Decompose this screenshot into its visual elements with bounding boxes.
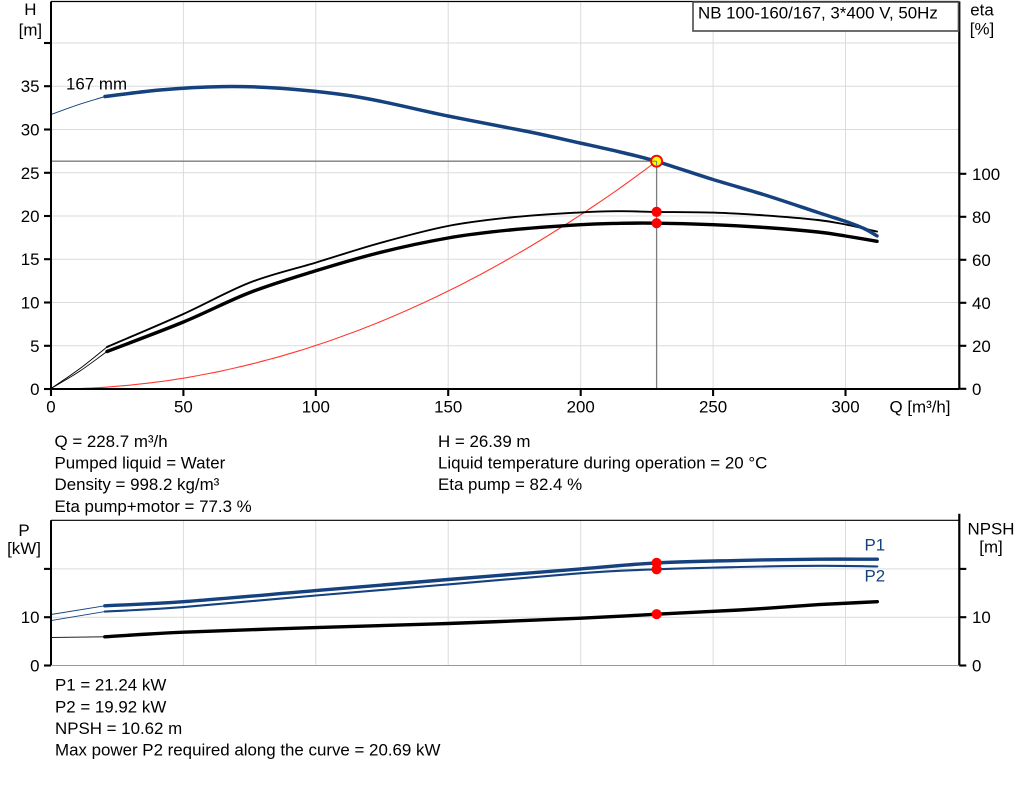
svg-text:eta: eta (970, 1, 994, 20)
svg-text:35: 35 (21, 77, 40, 96)
svg-text:Pumped liquid = Water: Pumped liquid = Water (55, 454, 226, 473)
svg-text:10: 10 (21, 608, 40, 627)
svg-text:25: 25 (21, 164, 40, 183)
svg-text:0: 0 (972, 380, 981, 399)
svg-text:P2 = 19.92 kW: P2 = 19.92 kW (55, 697, 166, 716)
svg-text:0: 0 (972, 657, 981, 676)
svg-text:40: 40 (972, 294, 991, 313)
svg-text:Q [m³/h]: Q [m³/h] (890, 397, 951, 416)
svg-text:150: 150 (434, 397, 462, 416)
svg-text:100: 100 (972, 165, 1000, 184)
svg-text:20: 20 (972, 337, 991, 356)
svg-text:30: 30 (21, 121, 40, 140)
svg-text:5: 5 (30, 337, 39, 356)
svg-text:[m]: [m] (19, 21, 42, 40)
svg-text:NPSH = 10.62 m: NPSH = 10.62 m (55, 719, 182, 738)
svg-text:NB 100-160/167, 3*400 V, 50Hz: NB 100-160/167, 3*400 V, 50Hz (698, 3, 938, 22)
svg-text:0: 0 (46, 397, 55, 416)
svg-text:Liquid temperature during oper: Liquid temperature during operation = 20… (438, 454, 767, 473)
svg-text:Eta pump = 82.4 %: Eta pump = 82.4 % (438, 475, 582, 494)
svg-text:[m]: [m] (979, 538, 1002, 557)
svg-text:300: 300 (831, 397, 859, 416)
svg-text:P1 = 21.24 kW: P1 = 21.24 kW (55, 676, 166, 695)
svg-text:H = 26.39 m: H = 26.39 m (438, 432, 530, 451)
svg-text:Max power P2 required along th: Max power P2 required along the curve = … (55, 741, 440, 760)
svg-text:50: 50 (174, 397, 193, 416)
svg-text:NPSH: NPSH (968, 520, 1015, 539)
svg-text:Q = 228.7 m³/h: Q = 228.7 m³/h (55, 432, 168, 451)
svg-text:[%]: [%] (970, 20, 994, 39)
svg-text:10: 10 (972, 608, 991, 627)
svg-text:200: 200 (567, 397, 595, 416)
svg-text:167 mm: 167 mm (66, 75, 127, 94)
svg-text:15: 15 (21, 250, 40, 269)
svg-text:0: 0 (30, 657, 39, 676)
svg-text:P1: P1 (865, 536, 886, 555)
svg-text:P2: P2 (865, 567, 886, 586)
svg-text:100: 100 (302, 397, 330, 416)
svg-text:0: 0 (30, 380, 39, 399)
svg-text:250: 250 (699, 397, 727, 416)
svg-text:80: 80 (972, 208, 991, 227)
svg-text:P: P (18, 521, 29, 540)
svg-text:Eta pump+motor = 77.3 %: Eta pump+motor = 77.3 % (55, 497, 252, 516)
svg-text:60: 60 (972, 251, 991, 270)
svg-text:Density = 998.2 kg/m³: Density = 998.2 kg/m³ (55, 475, 220, 494)
svg-text:H: H (24, 0, 36, 19)
svg-text:10: 10 (21, 294, 40, 313)
svg-text:20: 20 (21, 207, 40, 226)
svg-text:[kW]: [kW] (7, 539, 41, 558)
